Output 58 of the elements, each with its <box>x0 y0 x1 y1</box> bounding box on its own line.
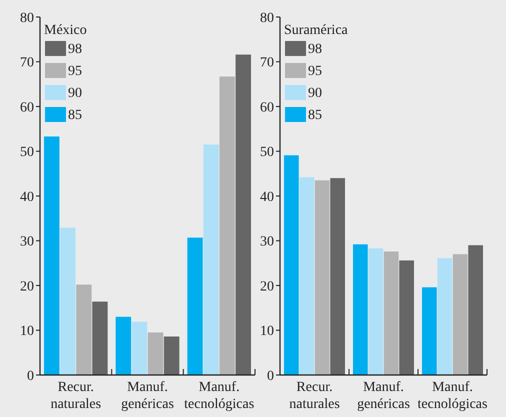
bar <box>132 322 148 375</box>
bar <box>330 178 345 375</box>
x-tick-label: Recur. naturales <box>289 380 340 412</box>
legend-title: México <box>44 23 87 38</box>
x-tick-label: Manuf. genéricas <box>121 380 174 412</box>
bar <box>60 228 76 375</box>
y-tick-label: 20 <box>260 279 274 294</box>
x-tick-label: Manuf. tecnológicas <box>184 380 254 412</box>
bar <box>399 260 414 375</box>
bar <box>368 248 384 375</box>
y-tick-label: 60 <box>260 100 274 116</box>
y-tick-label: 10 <box>20 324 34 340</box>
x-tick-label: Manuf. genéricas <box>357 380 410 412</box>
legend-label: 90 <box>68 86 82 101</box>
y-tick-label: 20 <box>20 279 34 294</box>
bar <box>187 238 203 375</box>
legend-title: Suramérica <box>284 23 349 38</box>
y-tick-label: 10 <box>260 324 274 340</box>
bar <box>76 284 92 375</box>
bar <box>148 332 164 375</box>
bar <box>422 287 437 375</box>
bar <box>44 136 60 375</box>
y-tick-label: 40 <box>260 190 274 205</box>
y-tick-label: 40 <box>20 190 34 205</box>
y-tick-label: 80 <box>20 10 34 26</box>
y-tick-label: 70 <box>20 56 34 71</box>
bar <box>384 251 399 375</box>
y-tick-label: 30 <box>260 234 274 250</box>
legend-label: 95 <box>68 64 82 79</box>
bar <box>116 316 132 375</box>
y-tick-label: 0 <box>267 368 274 384</box>
x-tick-label: Manuf. tecnológicas <box>418 380 488 412</box>
bar <box>437 258 452 375</box>
legend-label: 85 <box>308 108 322 123</box>
bar <box>353 244 368 375</box>
y-tick-label: 30 <box>20 234 34 250</box>
y-tick-label: 70 <box>260 56 274 71</box>
bar <box>236 54 251 375</box>
bar <box>284 155 299 375</box>
y-tick-label: 0 <box>27 368 34 384</box>
y-tick-label: 50 <box>20 145 34 160</box>
legend-label: 98 <box>308 42 322 57</box>
y-tick-label: 80 <box>260 10 274 26</box>
y-tick-label: 50 <box>260 145 274 160</box>
bar <box>452 254 468 375</box>
bar <box>219 76 235 375</box>
bar <box>203 144 219 375</box>
y-tick-label: 60 <box>20 100 34 116</box>
legend-label: 85 <box>68 108 82 123</box>
x-tick-label: Recur. naturales <box>50 380 102 412</box>
bar <box>164 336 180 375</box>
bar <box>92 302 108 375</box>
legend-label: 90 <box>308 86 322 101</box>
bar <box>314 180 330 375</box>
legend-label: 98 <box>68 42 82 57</box>
bar <box>299 177 314 375</box>
bar <box>468 245 483 375</box>
legend-label: 95 <box>308 64 322 79</box>
